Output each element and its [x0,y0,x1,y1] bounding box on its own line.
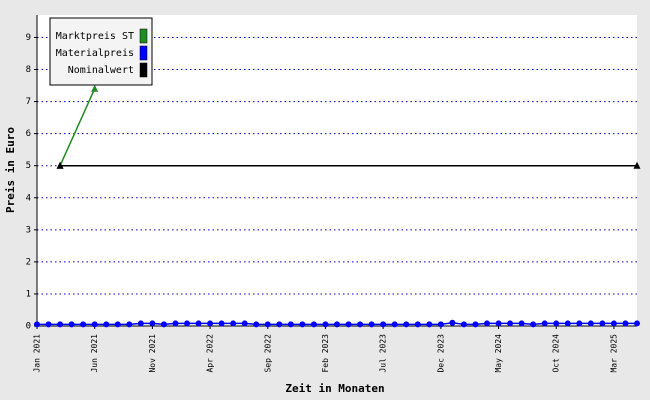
point [91,84,99,92]
point [345,321,352,328]
x-tick-label: Dec 2023 [436,334,445,373]
point [426,321,433,328]
point [207,320,214,327]
point [541,320,548,327]
y-tick-label: 9 [26,33,31,43]
point [449,319,456,326]
point [68,321,75,328]
x-tick-label: Feb 2023 [321,334,330,373]
y-tick-label: 3 [26,225,31,235]
x-tick-label: Oct 2024 [552,334,561,373]
point [218,320,225,327]
point [322,321,329,328]
y-axis-title: Preis in Euro [4,127,17,213]
point [414,321,421,328]
x-tick-label: Jul 2023 [379,334,388,373]
legend-swatch [139,28,148,44]
point [34,321,40,328]
point [495,320,502,327]
point [391,321,398,328]
y-tick-label: 1 [26,289,31,299]
point [587,320,594,327]
legend-box [49,17,153,86]
y-tick-label: 7 [26,97,31,107]
point [264,321,271,328]
point [460,321,467,328]
point [507,320,514,327]
point [472,321,479,328]
x-tick-label: Mar 2025 [609,334,618,373]
legend-label: Marktpreis ST [56,31,134,42]
point [230,320,237,327]
point [253,321,260,328]
legend-label: Nominalwert [68,65,134,76]
point [437,321,444,328]
legend-swatch [139,45,148,61]
point [484,320,490,327]
point [57,321,64,328]
y-tick-label: 6 [26,129,31,139]
point [56,161,64,169]
x-axis-title: Zeit in Monaten [285,382,384,395]
x-tick-label: May 2024 [494,334,503,373]
point [114,321,121,328]
point [564,320,571,327]
series-line [59,88,96,166]
point [45,321,52,328]
legend-label: Materialpreis [56,48,134,59]
point [334,321,340,328]
point [610,320,617,327]
point [576,320,583,327]
y-tick-label: 5 [26,161,31,171]
point [195,320,202,327]
point [160,321,167,328]
point [184,320,190,327]
point [241,320,248,327]
point [126,321,133,328]
point [357,321,364,328]
x-tick-label: Jun 2021 [90,334,99,373]
point [299,321,306,328]
point [103,321,110,328]
point [80,321,87,328]
point [553,320,560,327]
x-tick-label: Apr 2022 [206,334,215,373]
point [91,321,98,328]
point [634,320,640,327]
point [530,321,537,328]
point [287,321,294,328]
point [172,320,179,327]
point [310,321,317,328]
point [368,321,375,328]
x-tick-label: Jan 2021 [33,334,42,373]
x-tick-label: Nov 2021 [148,334,157,373]
point [633,161,641,169]
point [380,321,387,328]
y-tick-label: 8 [26,65,31,75]
point [276,321,283,328]
point [599,320,606,327]
legend-swatch [139,62,148,78]
y-tick-label: 4 [26,193,31,203]
point [149,320,156,327]
point [137,320,144,327]
y-tick-label: 0 [26,322,31,332]
x-tick-label: Sep 2022 [263,334,272,373]
point [403,321,410,328]
y-tick-label: 2 [26,257,31,267]
point [518,320,525,327]
point [622,320,629,327]
